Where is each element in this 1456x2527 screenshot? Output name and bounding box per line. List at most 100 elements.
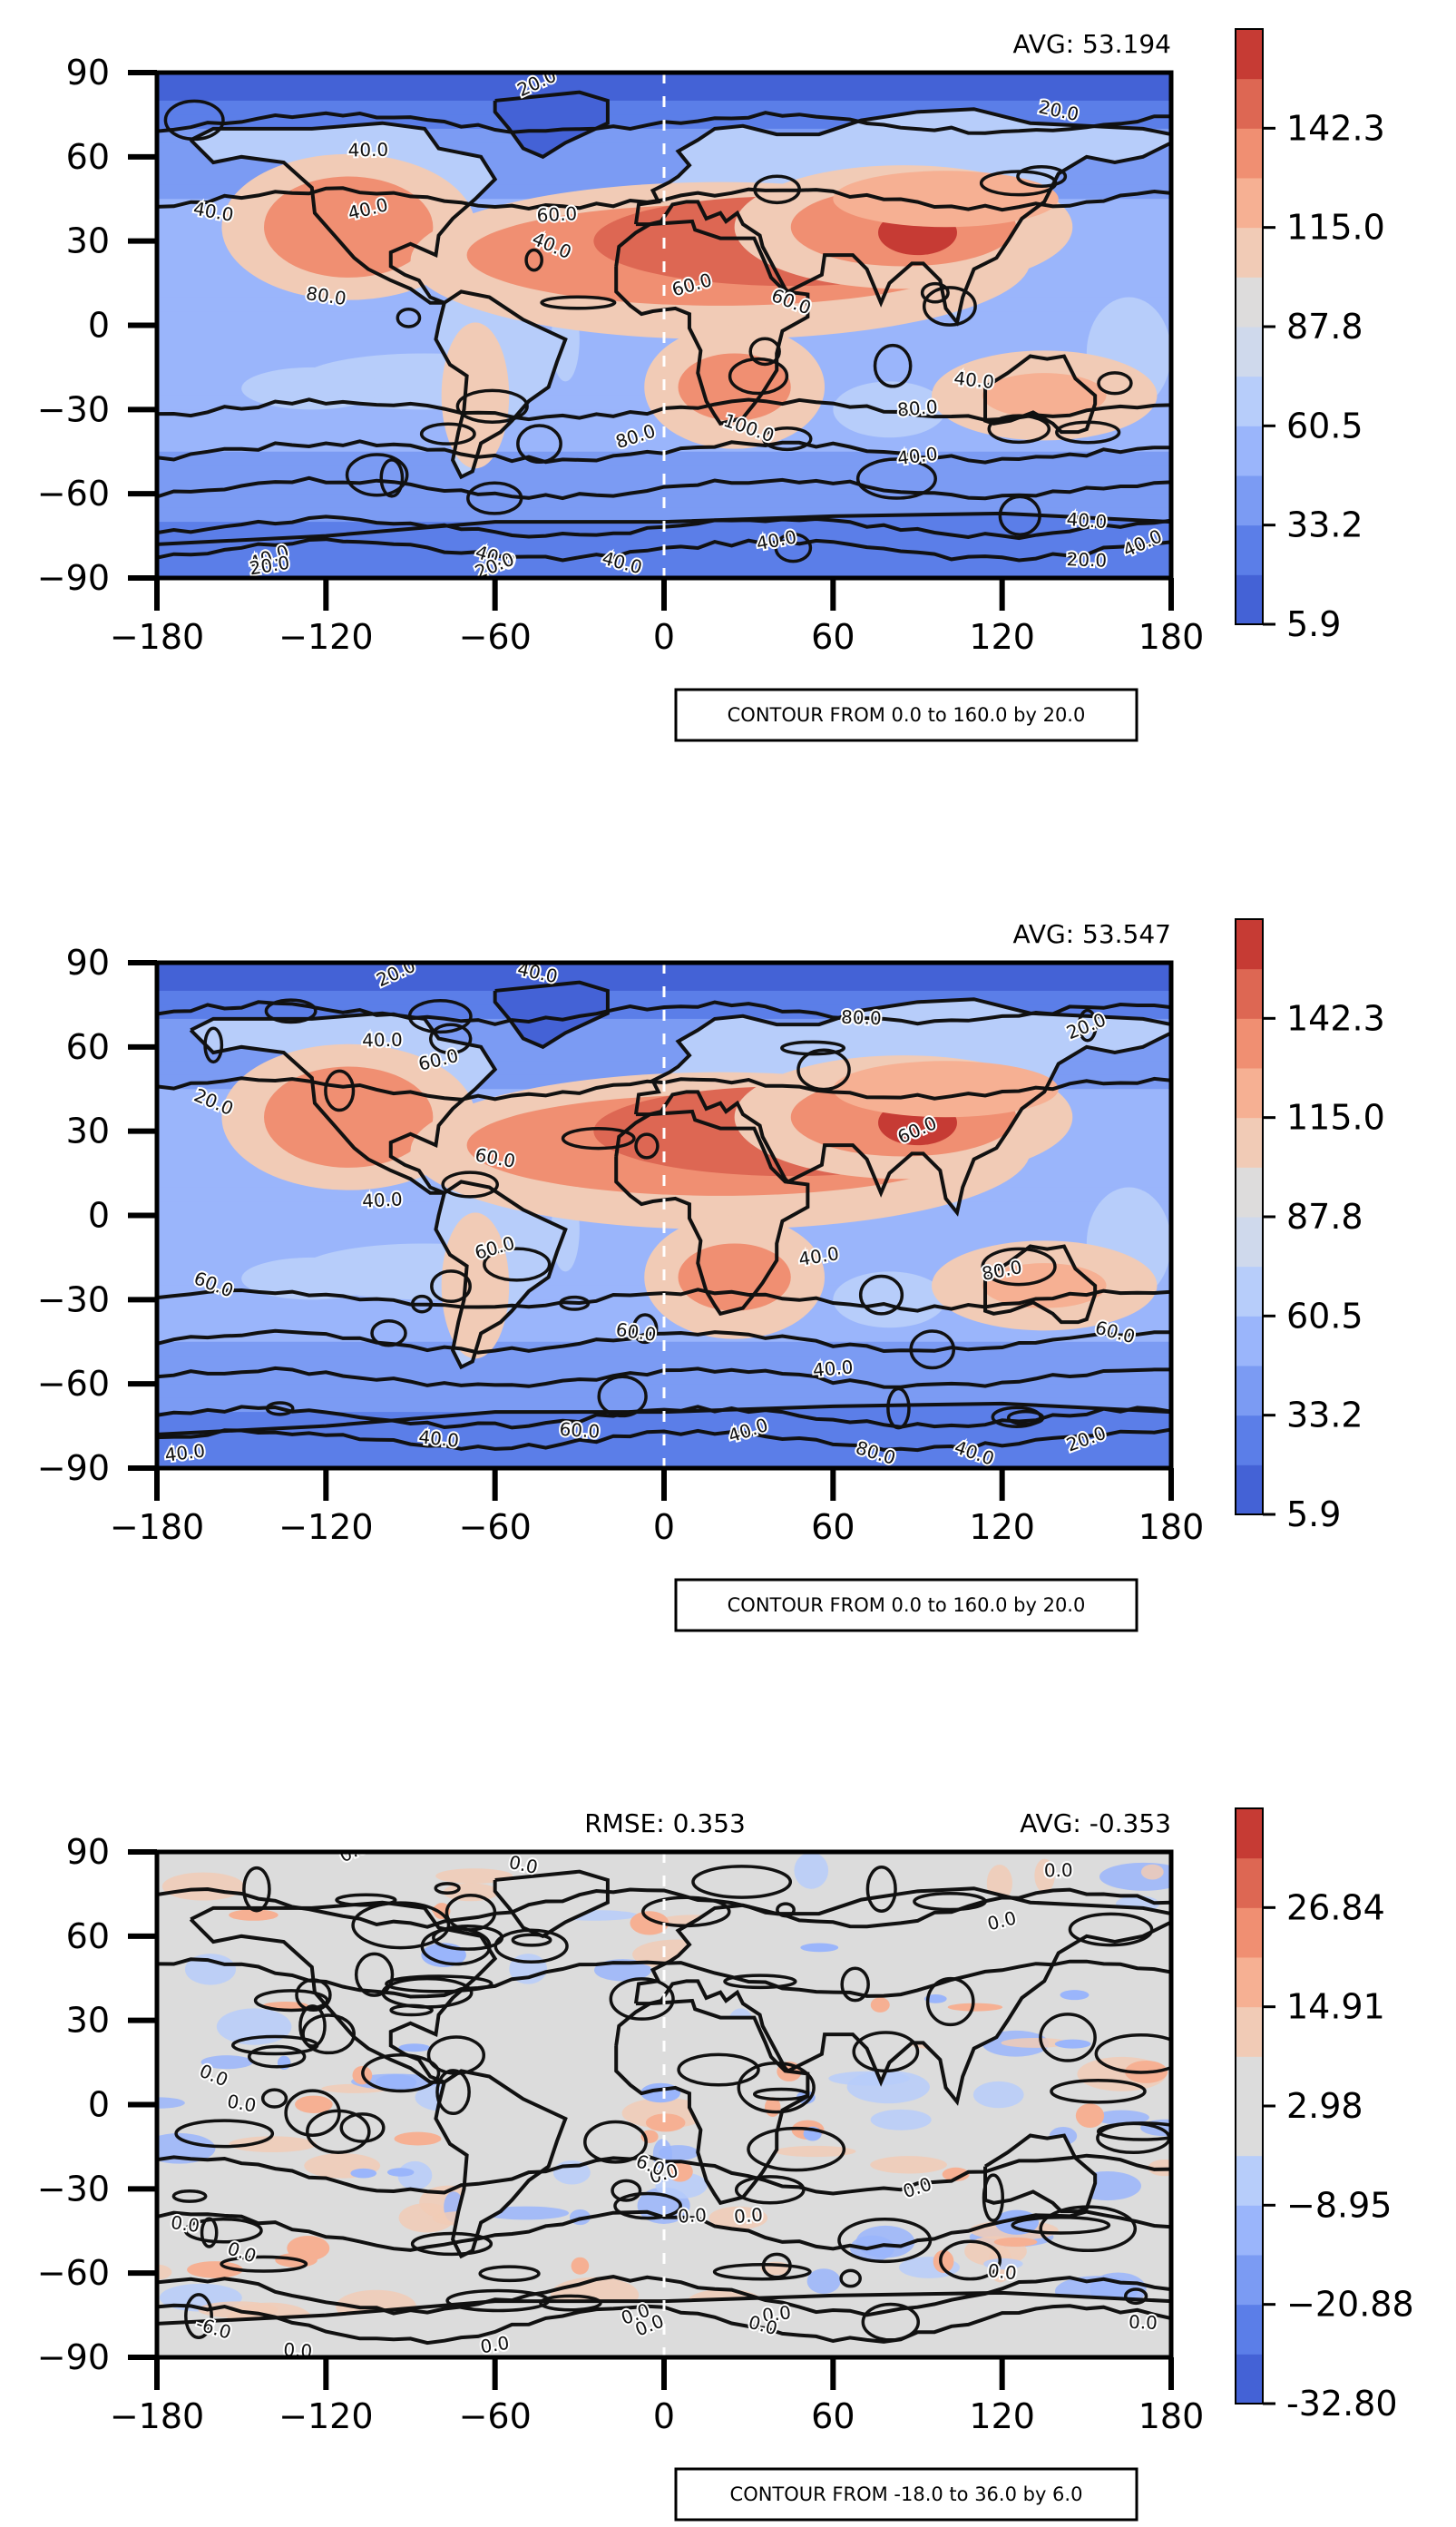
colorbar-segment <box>1236 1068 1263 1119</box>
field-band <box>157 86 1171 102</box>
colorbar-segment <box>1236 2354 1263 2405</box>
contour-line <box>478 2265 541 2283</box>
contour-line <box>728 357 789 396</box>
contour-line <box>183 2217 263 2244</box>
contour-lines <box>157 1865 1171 2357</box>
contour-line <box>982 2173 1005 2223</box>
contour-line <box>780 1040 846 1056</box>
contour-line <box>613 2191 682 2220</box>
contour-line <box>396 307 422 328</box>
contour-line <box>157 1957 1171 1999</box>
field-hotspot <box>394 2131 442 2146</box>
contour-line <box>614 1998 810 2206</box>
contour-line <box>1011 2216 1111 2235</box>
field-hotspot <box>923 1994 947 2003</box>
field-hotspot <box>398 2043 431 2052</box>
contour-line <box>435 2069 471 2116</box>
colorbar-segment <box>1236 1857 1263 1908</box>
contour-line <box>295 1978 332 2013</box>
contour-line <box>493 980 610 1050</box>
contour-line <box>157 511 1171 578</box>
contour-line <box>909 1329 956 1370</box>
y-tick-label: −60 <box>37 1364 110 1404</box>
field-patch <box>1093 2110 1149 2125</box>
colorbar-segment <box>1236 29 1263 80</box>
contour-line <box>634 1132 660 1160</box>
field-patch <box>229 2136 317 2153</box>
contour-line <box>609 1977 675 2021</box>
contour-line <box>264 998 318 1024</box>
contour-line <box>597 1375 648 1418</box>
land-sa <box>435 2071 566 2257</box>
contour-line <box>493 1928 569 1964</box>
field-hotspot <box>571 2257 590 2275</box>
contour-line <box>614 1109 810 1317</box>
field-patch <box>241 367 383 410</box>
contour-line <box>539 2294 602 2312</box>
colorbar-segment <box>1236 919 1263 970</box>
contour-line <box>157 1405 1171 1430</box>
x-tick-label: −60 <box>459 2396 532 2436</box>
contour-line <box>734 2175 806 2205</box>
y-tick-label: −90 <box>37 1448 110 1488</box>
contour-note: CONTOUR FROM 0.0 to 160.0 by 20.0 <box>728 1594 1086 1616</box>
contour-label: 40.0 <box>812 1356 854 1381</box>
field-hotspot <box>982 373 1107 418</box>
contour-line <box>434 2069 568 2259</box>
colorbar-segment <box>1236 277 1263 328</box>
contour-line <box>1055 420 1121 445</box>
contour-label: 40.0 <box>953 367 995 394</box>
colorbar-segment <box>1236 1957 1263 2008</box>
field-patch <box>833 1271 946 1328</box>
land-au <box>985 2135 1096 2212</box>
contour-line <box>428 1023 473 1055</box>
field-patch <box>1034 1858 1055 1893</box>
contour-label: 0.0 <box>677 2204 707 2228</box>
contour-label: 40.0 <box>362 1029 403 1052</box>
colorbar-tick-label: 142.3 <box>1286 108 1385 148</box>
field-patch <box>870 2109 932 2130</box>
field-patch <box>806 2268 841 2294</box>
contour-line <box>1039 2205 1138 2253</box>
field-hotspot <box>1060 1990 1090 2001</box>
contour-line <box>981 1247 1057 1287</box>
colorbar-segment <box>1236 1316 1263 1366</box>
contour-line <box>583 2120 648 2164</box>
contour-line <box>203 1026 224 1064</box>
field-hotspot <box>993 2237 1038 2247</box>
contour-label: 80.0 <box>896 396 938 421</box>
x-tick-label: −180 <box>110 1507 204 1547</box>
colorbar-tick-label: 26.84 <box>1286 1887 1385 1927</box>
colorbar-segment <box>1236 78 1263 129</box>
colorbar-segment <box>1236 1117 1263 1168</box>
x-tick-label: −120 <box>278 1507 373 1547</box>
contour-label: 80.0 <box>305 282 347 309</box>
field-band <box>157 338 1171 355</box>
x-tick-label: 60 <box>811 617 855 657</box>
y-tick-label: 60 <box>66 137 110 177</box>
colorbar-tick-label: −20.88 <box>1286 2285 1414 2325</box>
contour-line <box>991 1406 1042 1428</box>
contour-line <box>441 1170 499 1199</box>
contour-line <box>434 289 568 480</box>
contour-line <box>920 281 950 304</box>
panel-2: 20.0 40.040.060.020.060.040.060.060.060.0… <box>37 918 1385 1632</box>
contour-line <box>335 1893 397 1907</box>
contour-line <box>840 1966 870 2003</box>
contour-note-box <box>674 2467 1138 2522</box>
colorbar-tick-label: 33.2 <box>1286 505 1363 545</box>
contour-label: 20.0 <box>1066 548 1107 572</box>
field-patch <box>200 2055 253 2070</box>
contour-line <box>776 1902 796 1918</box>
colorbar-segment <box>1236 2056 1263 2107</box>
field-patch <box>216 2008 292 2045</box>
contour-line <box>351 1901 451 1950</box>
land-gl <box>494 982 608 1047</box>
avg-label: AVG: 53.547 <box>1012 919 1171 949</box>
contour-line <box>430 1269 472 1304</box>
contour-line <box>445 2288 551 2313</box>
contour-line <box>253 1989 329 2013</box>
contour-line <box>631 1313 659 1345</box>
land-gl <box>494 1871 608 1936</box>
x-tick-label: −60 <box>459 1507 532 1547</box>
